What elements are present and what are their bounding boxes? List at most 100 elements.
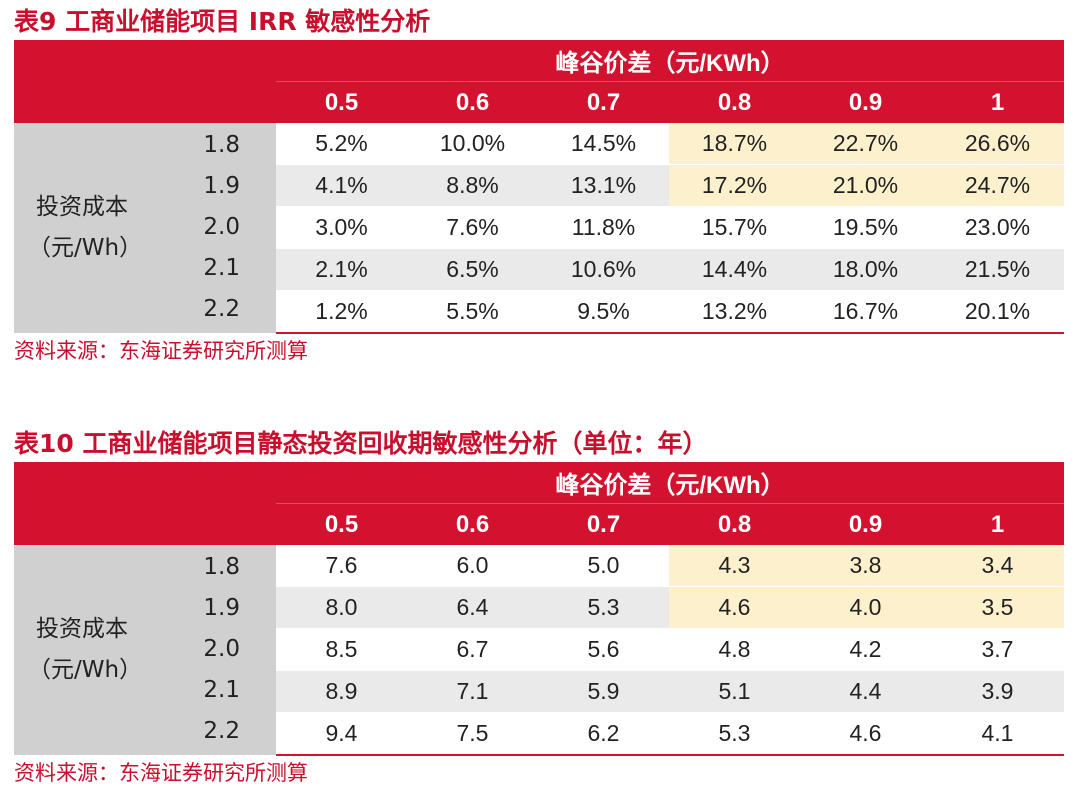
table9-cell-highlight: 21.0% [800,164,931,207]
table9-cell: 14.4% [669,248,800,291]
table9-cost: 2.2 [203,296,240,323]
table9-cell: 5.2% [276,123,407,165]
table9-cell: 10.0% [407,123,538,165]
table9-cell-highlight: 17.2% [669,164,800,207]
table10-header-group: 峰谷价差（元/KWh） [276,462,1064,504]
table10-cost: 2.2 [203,718,240,745]
table9-cell: 9.5% [538,290,669,334]
table10-block: 表10 工商业储能项目静态投资回收期敏感性分析（单位：年） 峰谷价差（元/KWh… [14,426,1064,790]
table-row: 2.1% 6.5% 10.6% 14.4% 18.0% 21.5% [14,248,1064,291]
table10-cell: 5.6 [538,628,669,671]
table9-source: 资料来源：东海证券研究所测算 [14,339,308,363]
table9-cell-highlight: 24.7% [931,164,1064,207]
table10-source: 资料来源：东海证券研究所测算 [14,761,308,785]
table10-cell: 4.8 [669,628,800,671]
table9-cost: 1.8 [203,132,240,159]
table10-col-header: 0.8 [669,503,800,545]
table9-col-header: 1 [931,81,1064,123]
table10-col-header: 0.5 [276,503,407,545]
table9-cell: 13.2% [669,290,800,334]
table9-col-header: 0.5 [276,81,407,123]
table10-cell: 8.0 [276,586,407,629]
table10-cell-highlight: 4.0 [800,586,931,629]
table10-cell: 9.4 [276,712,407,756]
table9-cell: 14.5% [538,123,669,165]
table9-cell: 2.1% [276,248,407,291]
table9-header-group: 峰谷价差（元/KWh） [276,40,1064,82]
table10-cost: 1.9 [203,595,240,622]
table10-cell: 8.5 [276,628,407,671]
table-row: 投资成本 （元/Wh） 1.8 1.9 2.0 2.1 2.2 7.6 6.0 … [14,545,1064,756]
table9-cell: 21.5% [931,248,1064,291]
table9-cost: 1.9 [203,173,240,200]
table10-cost: 2.1 [203,677,240,704]
table10-cell: 8.9 [276,670,407,713]
table10-cell: 3.9 [931,670,1064,713]
table10-cell: 3.7 [931,628,1064,671]
table9-cell: 1.2% [276,290,407,334]
table10-cell: 7.1 [407,670,538,713]
table10-row-label: 投资成本 （元/Wh） 1.8 1.9 2.0 2.1 2.2 [14,545,276,756]
table9-cell: 8.8% [407,164,538,207]
table10-cell-highlight: 3.4 [931,545,1064,587]
table10-cell-highlight: 4.6 [669,586,800,629]
table10-col-header: 1 [931,503,1064,545]
table9-block: 表9 工商业储能项目 IRR 敏感性分析 峰谷价差（元/KWh） 0.5 0.6… [14,4,1064,368]
table10-cell: 5.0 [538,545,669,587]
table9-cell: 10.6% [538,248,669,291]
table9-cell: 20.1% [931,290,1064,334]
table9-header-group-row: 峰谷价差（元/KWh） [14,40,1064,82]
table9-cell: 18.0% [800,248,931,291]
table9-cell: 3.0% [276,206,407,249]
table9-cell: 13.1% [538,164,669,207]
table9-cost: 2.0 [203,214,240,241]
table10-cell: 6.0 [407,545,538,587]
table9-cell: 23.0% [931,206,1064,249]
table9-col-header: 0.8 [669,81,800,123]
table10-cell-highlight: 3.8 [800,545,931,587]
table9-cost: 2.1 [203,255,240,282]
table-row: 投资成本 （元/Wh） 1.8 1.9 2.0 2.1 2.2 5.2% 10.… [14,123,1064,334]
table-row: 3.0% 7.6% 11.8% 15.7% 19.5% 23.0% [14,206,1064,249]
table10-payback-table: 峰谷价差（元/KWh） 0.5 0.6 0.7 0.8 0.9 1 投资成本 （… [14,462,1064,756]
table10-cell: 4.4 [800,670,931,713]
table10-col-header: 0.7 [538,503,669,545]
table10-cell: 5.1 [669,670,800,713]
table10-cell: 6.7 [407,628,538,671]
table-row: 1.2% 5.5% 9.5% 13.2% 16.7% 20.1% [14,290,1064,334]
table10-cell-highlight: 3.5 [931,586,1064,629]
table9-cell: 4.1% [276,164,407,207]
table9-cell: 5.5% [407,290,538,334]
table9-cell-highlight: 26.6% [931,123,1064,165]
table10-cell: 5.3 [669,712,800,756]
table10-cost: 1.8 [203,554,240,581]
table10-cell: 6.4 [407,586,538,629]
table9-cell: 7.6% [407,206,538,249]
table10-cell: 4.1 [931,712,1064,756]
table10-cell: 4.2 [800,628,931,671]
table10-row-label-text: 投资成本 [36,616,128,643]
table10-title: 表10 工商业储能项目静态投资回收期敏感性分析（单位：年） [14,429,708,458]
table-row: 4.1% 8.8% 13.1% 17.2% 21.0% 24.7% [14,164,1064,207]
table10-header-group-row: 峰谷价差（元/KWh） [14,462,1064,504]
table10-column-header-row: 0.5 0.6 0.7 0.8 0.9 1 [14,503,1064,545]
table10-cell-highlight: 4.3 [669,545,800,587]
table9-title: 表9 工商业储能项目 IRR 敏感性分析 [14,7,431,36]
table9-cell: 15.7% [669,206,800,249]
table9-irr-table: 峰谷价差（元/KWh） 0.5 0.6 0.7 0.8 0.9 1 投资成本 （… [14,40,1064,334]
table9-col-header: 0.6 [407,81,538,123]
table9-cell: 11.8% [538,206,669,249]
table9-col-header: 0.7 [538,81,669,123]
table10-row-label-unit: （元/Wh） [28,657,143,684]
table10-cell: 7.5 [407,712,538,756]
table9-cell-highlight: 22.7% [800,123,931,165]
table10-cell: 7.6 [276,545,407,587]
table9-column-header-row: 0.5 0.6 0.7 0.8 0.9 1 [14,81,1064,123]
table9-row-label-text: 投资成本 [36,194,128,221]
table10-cell: 5.9 [538,670,669,713]
table9-cell: 16.7% [800,290,931,334]
table-row: 8.0 6.4 5.3 4.6 4.0 3.5 [14,586,1064,629]
table9-cell: 19.5% [800,206,931,249]
table-row: 8.5 6.7 5.6 4.8 4.2 3.7 [14,628,1064,671]
table9-row-label-unit: （元/Wh） [28,235,143,262]
